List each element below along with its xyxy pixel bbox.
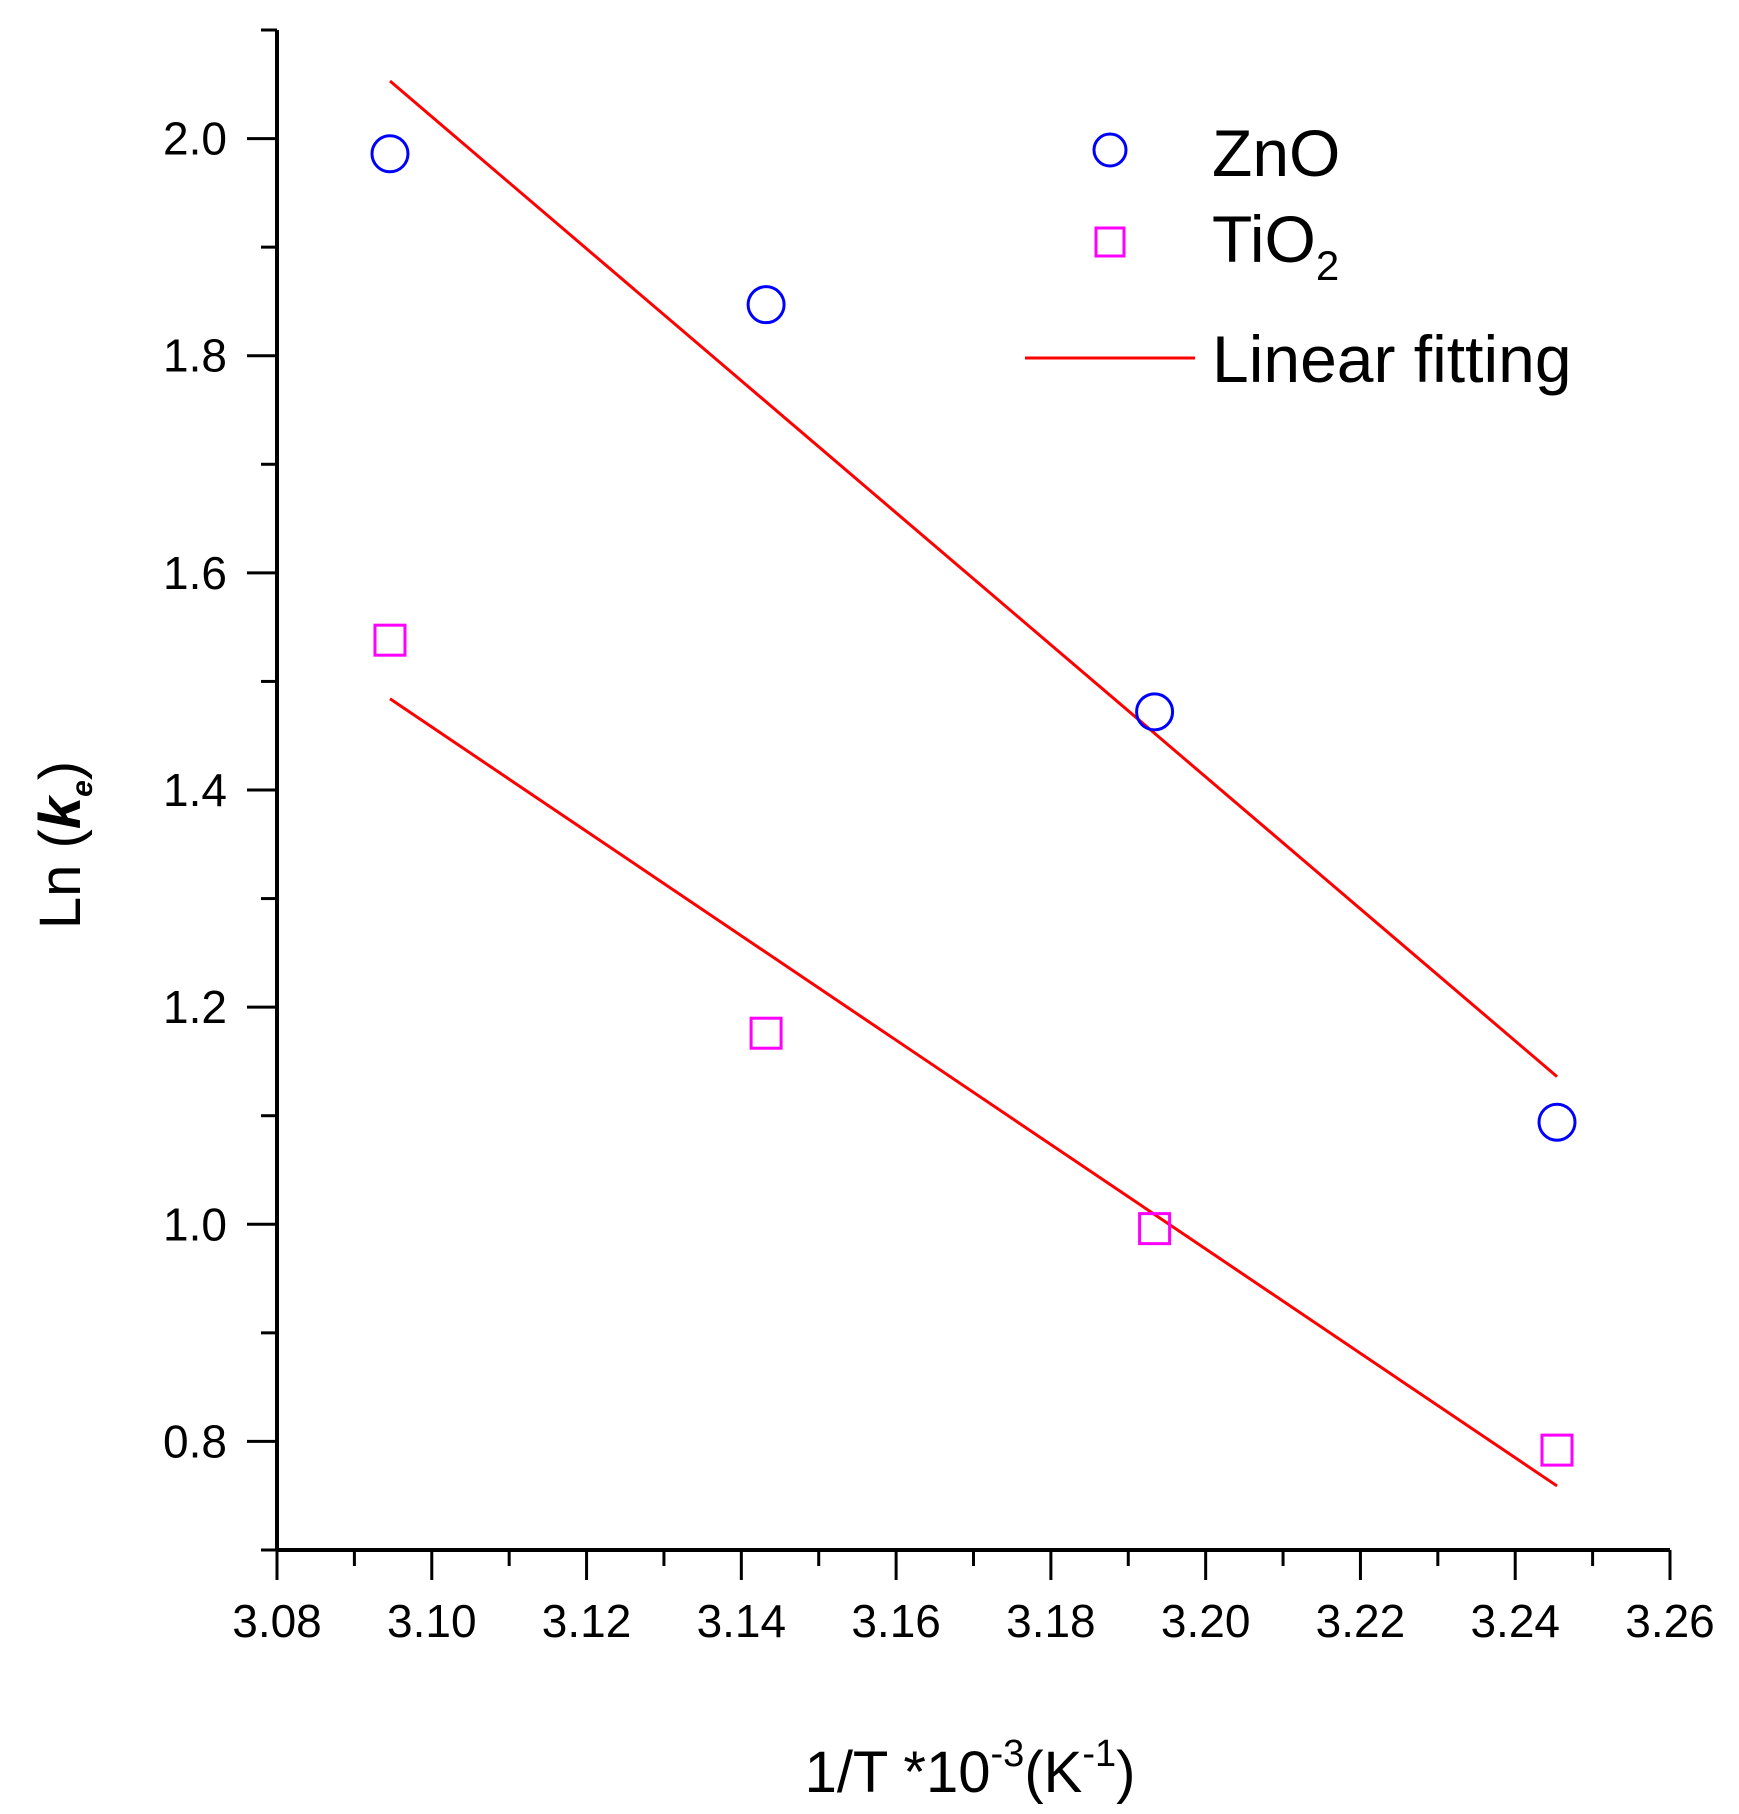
y-tick-label: 1.4 [163, 764, 227, 816]
x-tick-label: 3.16 [851, 1595, 941, 1647]
x-axis-title-base: 1/T *10 [805, 1740, 991, 1805]
x-tick-label: 3.26 [1625, 1595, 1715, 1647]
x-tick-label: 3.10 [387, 1595, 477, 1647]
y-axis-title-base: Ln ( [28, 829, 93, 929]
fit-line-zno [389, 79, 1558, 1078]
legend-zno-marker [1092, 132, 1128, 168]
legend-tio2-marker [1094, 226, 1126, 258]
y-axis-title: Ln (ke) [28, 761, 99, 929]
zno-point [746, 285, 786, 325]
y-ticks: 0.8 1.0 1.2 1.4 1.6 1.8 2.0 [163, 28, 277, 1552]
x-tick-label: 3.22 [1316, 1595, 1406, 1647]
x-tick-label: 3.08 [232, 1595, 322, 1647]
legend-fit-label: Linear fitting [1212, 322, 1572, 396]
y-tick-label: 1.8 [163, 330, 227, 382]
x-tick-label: 3.24 [1470, 1595, 1560, 1647]
tio2-point [749, 1016, 783, 1050]
tio2-point [1138, 1212, 1172, 1246]
y-axis-title-sub: e [66, 780, 99, 797]
x-axis-title-end: ) [1116, 1740, 1135, 1805]
axes: 3.08 3.10 3.12 3.14 3.16 3.18 3.20 3.22 3.24 3.26… [163, 28, 1715, 1647]
y-axis-title-end: ) [28, 761, 93, 780]
x-ticks: 3.08 3.10 3.12 3.14 3.16 3.18 3.20 3.22 3.24 3.26 [232, 1550, 1715, 1647]
legend-zno-label: ZnO [1212, 116, 1340, 190]
fit-line-tio2 [389, 697, 1558, 1488]
y-tick-label: 1.0 [163, 1198, 227, 1250]
zno-point [1537, 1102, 1577, 1142]
legend: ZnO TiO2 Linear fitting [1025, 116, 1572, 396]
x-axis-title-sup2: -1 [1082, 1733, 1116, 1775]
legend-tio2-label: TiO2 [1212, 202, 1339, 289]
legend-tio2-base: TiO [1212, 202, 1316, 276]
y-axis-title-k: k [28, 794, 93, 829]
x-tick-label: 3.14 [697, 1595, 787, 1647]
tio2-point [1540, 1433, 1574, 1467]
x-tick-label: 3.20 [1161, 1595, 1251, 1647]
y-tick-label: 1.2 [163, 981, 227, 1033]
y-tick-label: 0.8 [163, 1415, 227, 1467]
zno-point [370, 134, 410, 174]
zno-point [1135, 692, 1175, 732]
x-axis-title-mid: (K [1024, 1740, 1082, 1805]
x-tick-label: 3.12 [542, 1595, 632, 1647]
data-markers [370, 134, 1577, 1467]
legend-tio2-sub: 2 [1316, 242, 1339, 289]
fit-lines [389, 79, 1558, 1488]
x-axis-title: 1/T *10-3(K-1) [805, 1733, 1136, 1805]
y-tick-label: 2.0 [163, 113, 227, 165]
y-tick-label: 1.6 [163, 547, 227, 599]
tio2-point [373, 623, 407, 657]
x-tick-label: 3.18 [1006, 1595, 1096, 1647]
x-axis-title-sup1: -3 [991, 1733, 1025, 1775]
